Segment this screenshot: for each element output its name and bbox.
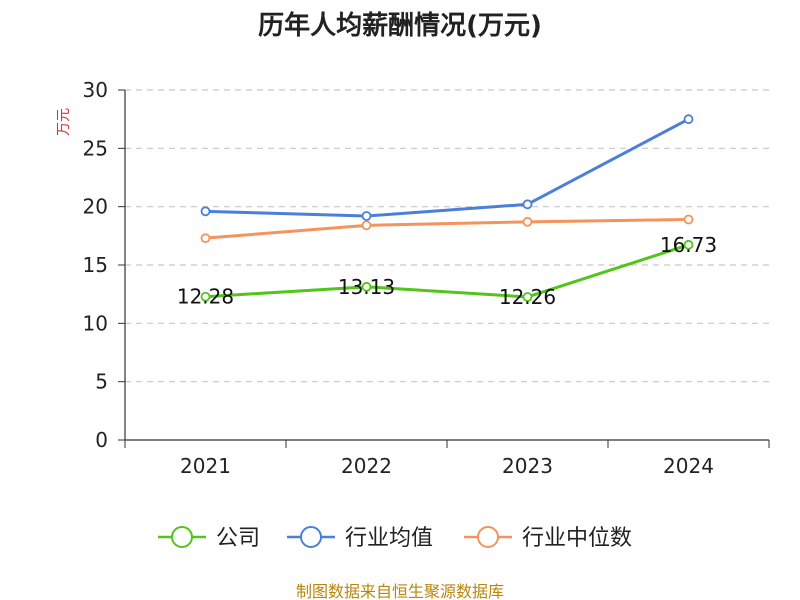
data-label: 12.26 [499, 285, 556, 309]
x-tick-label: 2021 [180, 454, 231, 478]
grid [125, 89, 769, 383]
series-line [205, 243, 689, 299]
legend-label: 行业中位数 [522, 526, 632, 551]
legend-marker [477, 526, 499, 548]
legend-marker [171, 526, 193, 548]
legend-item-0[interactable]: 公司 [158, 526, 260, 551]
data-point [522, 199, 533, 210]
data-point [361, 220, 372, 231]
series-line [205, 218, 689, 240]
chart-title: 历年人均薪酬情况(万元) [258, 10, 542, 41]
legend-item-2[interactable]: 行业中位数 [464, 526, 632, 551]
series-0 [200, 239, 694, 302]
data-point [200, 206, 211, 217]
legend-label: 公司 [216, 526, 260, 551]
data-point [200, 291, 211, 302]
series-layer [200, 114, 694, 302]
x-tick-label: 2022 [341, 454, 392, 478]
legend-label: 行业均值 [345, 526, 433, 551]
data-point [200, 233, 211, 244]
data-point [683, 214, 694, 225]
data-label: 16.73 [660, 233, 717, 257]
series-line [205, 117, 690, 218]
data-point [361, 211, 372, 221]
data-point [522, 292, 533, 302]
data-label: 12.28 [177, 285, 234, 309]
y-tick-label: 5 [95, 370, 108, 394]
y-tick-label: 25 [83, 136, 108, 160]
y-tick-label: 20 [83, 195, 108, 219]
axes: 0 5 10 15 20 25 30 2021 2022 2023 2024 [83, 78, 770, 478]
x-tick-label: 2024 [663, 454, 714, 478]
y-axis-label: 万元 [56, 108, 72, 136]
data-point [522, 216, 533, 227]
data-labels: 12.28 13.13 12.26 16.73 [177, 233, 717, 309]
y-tick-label: 15 [83, 253, 108, 277]
series-2 [200, 214, 694, 244]
y-tick-label: 30 [83, 78, 108, 102]
legend-item-1[interactable]: 行业均值 [287, 526, 433, 551]
data-point [683, 239, 694, 250]
y-tick-label: 0 [95, 428, 108, 452]
legend[interactable]: 公司 行业均值 行业中位数 [158, 526, 632, 551]
data-point [683, 114, 694, 125]
legend-marker [300, 526, 322, 548]
data-point [361, 281, 372, 292]
source-note: 制图数据来自恒生聚源数据库 [296, 582, 504, 600]
y-tick-label: 10 [83, 311, 108, 335]
x-tick-label: 2023 [502, 454, 553, 478]
series-1 [200, 114, 694, 221]
data-label: 13.13 [338, 275, 395, 299]
